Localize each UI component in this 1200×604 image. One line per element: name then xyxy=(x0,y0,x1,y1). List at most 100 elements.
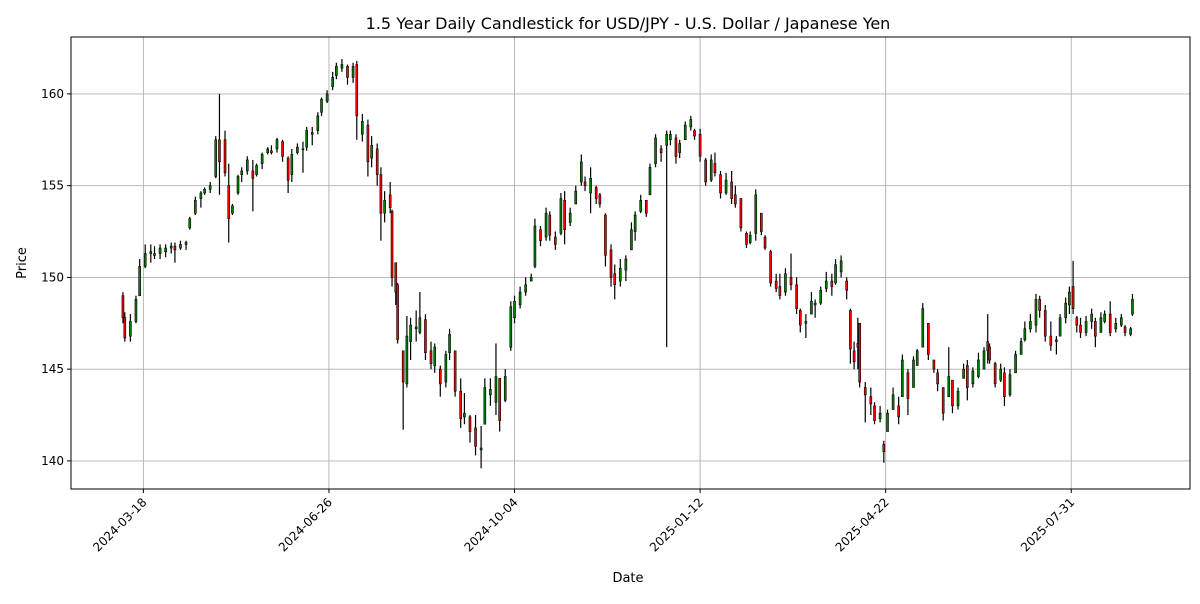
candle-body xyxy=(609,249,613,278)
candle xyxy=(173,242,177,263)
candle-body xyxy=(1034,299,1038,326)
candle-body xyxy=(630,229,633,251)
candle xyxy=(704,158,707,186)
candle-body xyxy=(433,346,437,366)
candle xyxy=(639,194,643,214)
candle xyxy=(748,231,752,245)
candle xyxy=(218,93,221,195)
candle-body xyxy=(1090,313,1093,322)
candle-body xyxy=(798,310,802,326)
candle xyxy=(1068,286,1071,315)
candle-body xyxy=(882,444,886,453)
candle xyxy=(290,148,294,182)
candle-body xyxy=(518,291,522,306)
candle-body xyxy=(858,322,861,383)
candle-body xyxy=(1071,286,1075,309)
candle-body xyxy=(494,376,498,403)
candle-body xyxy=(986,341,990,352)
candle xyxy=(1114,317,1118,333)
candle xyxy=(719,170,722,199)
candles xyxy=(121,59,1134,469)
candle xyxy=(223,130,227,177)
candle xyxy=(203,187,206,195)
candle-body xyxy=(218,139,221,163)
candle-body xyxy=(999,368,1003,381)
candle xyxy=(270,145,273,155)
candle xyxy=(179,240,182,250)
candle-body xyxy=(179,244,182,249)
candle xyxy=(375,143,379,186)
candle xyxy=(730,170,733,204)
candle-body xyxy=(760,212,763,232)
candle xyxy=(683,121,687,141)
candle-body xyxy=(351,66,355,78)
candle-body xyxy=(583,181,587,186)
candle-body xyxy=(624,258,628,271)
candle xyxy=(296,143,299,155)
candle-body xyxy=(683,124,687,141)
candle xyxy=(882,440,886,463)
candle xyxy=(494,343,498,416)
candle xyxy=(604,213,607,267)
candle-body xyxy=(270,150,273,153)
candle-body xyxy=(644,200,648,214)
candle xyxy=(554,231,557,250)
candle-body xyxy=(310,132,314,135)
candle xyxy=(1008,369,1012,397)
candle-body xyxy=(724,179,728,194)
candle xyxy=(798,308,802,333)
candle xyxy=(1131,293,1134,316)
candle-body xyxy=(947,376,951,397)
candle xyxy=(574,185,578,205)
candle-body xyxy=(1043,310,1047,337)
candle xyxy=(977,352,980,379)
candle-body xyxy=(173,245,177,251)
candle xyxy=(693,128,696,140)
candle-body xyxy=(618,267,622,282)
candle-body xyxy=(921,308,925,348)
candle-body xyxy=(524,284,527,293)
candle-body xyxy=(1055,339,1058,342)
candle xyxy=(479,426,483,469)
candle xyxy=(121,292,125,324)
candle-body xyxy=(331,77,334,87)
candle xyxy=(852,341,856,370)
candle-body xyxy=(424,319,427,353)
candle xyxy=(810,292,813,315)
candle xyxy=(194,196,197,216)
candle xyxy=(644,200,648,217)
candle-body xyxy=(713,163,717,174)
candle-body xyxy=(1064,302,1067,319)
y-tick-label: 155 xyxy=(41,179,64,193)
candle xyxy=(405,315,409,388)
candle-body xyxy=(199,192,203,199)
candle-body xyxy=(539,229,542,242)
candle-body xyxy=(698,133,702,157)
candle-body xyxy=(1103,313,1106,322)
candle-body xyxy=(1038,299,1041,311)
candle-body xyxy=(1058,317,1062,337)
candle-body xyxy=(396,284,399,341)
candle xyxy=(524,277,527,296)
candle-body xyxy=(936,372,939,385)
candle-body xyxy=(769,251,772,284)
candle-body xyxy=(754,194,758,234)
candle-body xyxy=(223,139,227,174)
candle xyxy=(734,185,737,208)
candle-body xyxy=(745,233,748,245)
candle xyxy=(468,415,472,443)
candle-body xyxy=(604,214,607,256)
candle-body xyxy=(401,350,405,383)
candle-body xyxy=(340,64,344,69)
candle-body xyxy=(1108,313,1112,333)
candle xyxy=(932,359,936,373)
candle-body xyxy=(158,247,162,254)
candle-body xyxy=(971,370,975,385)
candle xyxy=(1034,293,1038,333)
candle-body xyxy=(370,144,373,159)
candle xyxy=(1123,325,1127,337)
candle-body xyxy=(214,139,218,177)
candle-body xyxy=(164,247,167,253)
candle xyxy=(1108,301,1112,337)
candle xyxy=(774,273,778,293)
